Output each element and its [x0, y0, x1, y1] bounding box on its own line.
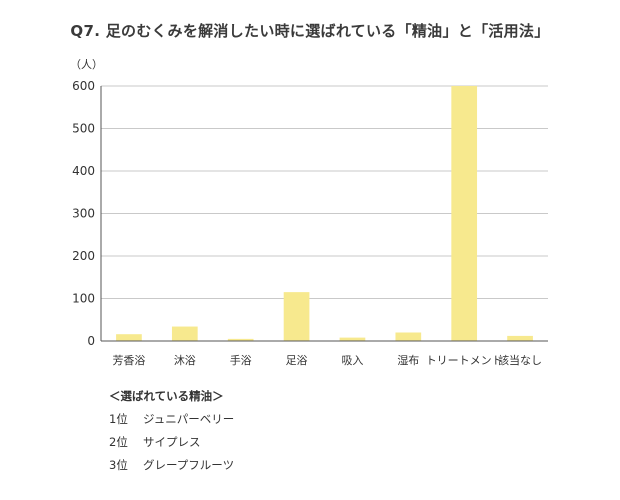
x-tick-label: トリートメント: [426, 354, 503, 367]
rank-label: 3位: [109, 458, 128, 472]
chart-title: Q7. 足のむくみを解消したい時に選ばれている「精油」と「活用法」: [70, 22, 550, 40]
bar: [395, 332, 422, 341]
bar: [283, 292, 310, 341]
bar: [507, 335, 533, 341]
grid-lines: [101, 85, 548, 299]
oil-name: ジュニパーベリー: [143, 412, 235, 426]
ranking-row-1: 1位 ジュニパーベリー: [109, 411, 234, 427]
y-tick-label: 0: [87, 334, 95, 348]
ranking-heading: ＜選ばれている精油＞: [109, 389, 224, 403]
essential-oil-ranking: ＜選ばれている精油＞ 1位 ジュニパーベリー 2位 サイプレス 3位 グレープフルーツ: [109, 388, 234, 480]
x-tick-label: 該当なし: [498, 353, 542, 367]
x-tick-label: 沐浴: [174, 354, 196, 367]
y-tick-label: 100: [72, 292, 95, 306]
rank-label: 2位: [109, 435, 128, 449]
y-axis-unit-label: （人）: [70, 58, 103, 71]
bar: [171, 326, 198, 341]
x-tick-label: 足浴: [286, 354, 308, 367]
bar: [227, 338, 254, 341]
ranking-row-2: 2位 サイプレス: [109, 434, 234, 450]
y-tick-label: 400: [72, 164, 95, 178]
oil-name: グレープフルーツ: [143, 458, 235, 472]
x-tick-label: 手浴: [230, 353, 252, 367]
x-tick-label: 芳香浴: [112, 353, 145, 367]
bar: [451, 86, 478, 341]
y-tick-label: 300: [72, 207, 95, 221]
bars: [116, 86, 533, 341]
bar: [339, 337, 366, 341]
rank-label: 1位: [109, 412, 128, 426]
y-tick-labels: 0 100 200 300 400 500 600: [72, 79, 95, 348]
oil-name: サイプレス: [143, 435, 201, 449]
bar: [116, 334, 142, 341]
bar-chart: 0 100 200 300 400 500 600 芳香浴 沐浴 手浴 足浴 吸入 湿布 トリートメント…: [72, 79, 548, 367]
y-tick-label: 600: [72, 79, 95, 93]
x-tick-label: 湿布: [397, 354, 419, 367]
y-tick-label: 500: [72, 122, 95, 136]
y-tick-label: 200: [72, 249, 95, 263]
axes: [100, 86, 548, 342]
ranking-row-3: 3位 グレープフルーツ: [109, 457, 234, 473]
x-tick-label: 吸入: [341, 354, 363, 367]
